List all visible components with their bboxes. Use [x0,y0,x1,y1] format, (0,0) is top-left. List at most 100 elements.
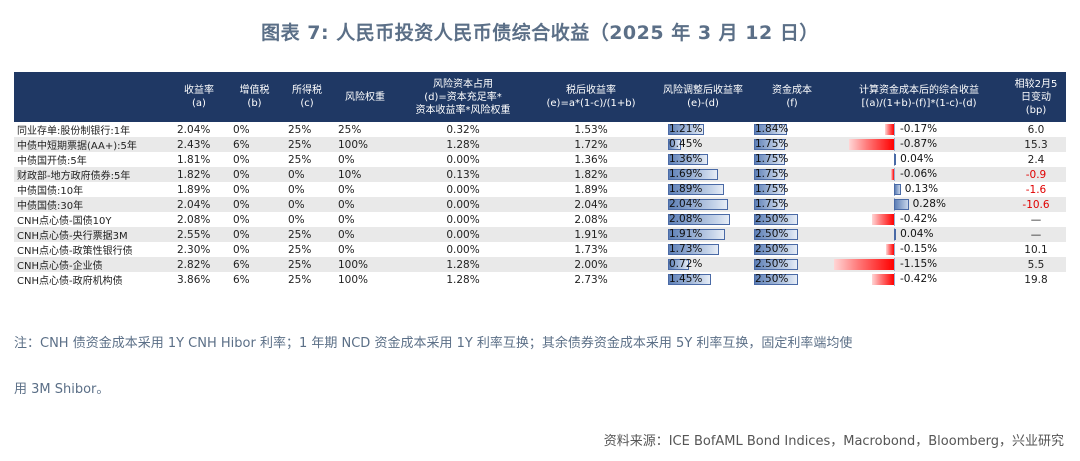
after-tax-cell: 1.82% [528,167,654,182]
vat-cell: 0% [227,212,282,227]
net-return-bar [885,124,894,135]
funding-cost-bar [754,139,786,150]
yield-cell: 1.89% [171,182,227,197]
source-text: 资料来源：ICE BofAML Bond Indices，Macrobond，B… [603,434,1064,449]
capital-cost-cell: 0.00% [398,197,528,212]
funding-cost-bar [754,184,786,195]
income-tax-cell: 0% [282,182,332,197]
capital-cost-cell: 0.00% [398,227,528,242]
risk-adjusted-label: 1.89% [669,183,703,195]
net-return-cell: -0.06% [832,167,1006,182]
bond-name-cell: CNH点心债-国债10Y [14,212,171,227]
vat-cell: 0% [227,227,282,242]
yield-cell: 2.30% [171,242,227,257]
after-tax-cell: 1.91% [528,227,654,242]
after-tax-cell: 1.89% [528,182,654,197]
net-return-bar [886,244,894,255]
funding-cost-bar [754,259,799,270]
change-bp-cell: — [1006,212,1066,227]
funding-cost-label: 1.84% [755,123,789,135]
funding-cost-label: 2.50% [755,273,789,285]
risk-adjusted-label: 1.73% [669,243,703,255]
risk-adjusted-label: 1.91% [669,228,703,240]
income-tax-cell: 25% [282,242,332,257]
header-change-bp: 相较2月5 日变动 (bp) [1006,72,1066,122]
table-row: 同业存单:股份制银行:1年 2.04% 0% 25% 25% 0.32% 1.53% 1.21… [14,122,1066,137]
net-return-cell: -0.15% [832,242,1006,257]
net-return-cell: 0.13% [832,182,1006,197]
funding-cost-label: 2.50% [755,258,789,270]
income-tax-cell: 25% [282,272,332,287]
risk-weight-cell: 0% [332,152,398,167]
capital-cost-cell: 0.13% [398,167,528,182]
yield-cell: 2.43% [171,137,227,152]
funding-cost-cell: 2.50% [752,212,832,227]
risk-adjusted-cell: 1.89% [654,182,752,197]
yield-cell: 2.55% [171,227,227,242]
table-header-row: 收益率 (a) 增值税 (b) 所得税 (c) 风险权重 风险资本占用 (d)=资本充足… [14,72,1066,122]
net-return-label: 0.04% [900,153,934,165]
funding-cost-label: 1.75% [755,153,789,165]
risk-adjusted-bar [668,274,711,285]
income-tax-cell: 25% [282,152,332,167]
risk-adjusted-cell: 1.73% [654,242,752,257]
table-row: CNH点心债-央行票据3M 2.55% 0% 25% 0% 0.00% 1.91% 1.91%… [14,227,1066,242]
net-return-label: -0.87% [900,138,938,150]
funding-cost-cell: 2.50% [752,242,832,257]
figure-title: 图表 7: 人民币投资人民币债综合收益（2025 年 3 月 12 日） [261,22,819,44]
funding-cost-cell: 1.84% [752,122,832,137]
income-tax-cell: 25% [282,122,332,137]
risk-adjusted-bar [668,184,724,195]
net-return-axis [894,258,895,271]
funding-cost-label: 1.75% [755,138,789,150]
funding-cost-cell: 1.75% [752,137,832,152]
change-bp-cell: 15.3 [1006,137,1066,152]
funding-cost-bar [754,214,799,225]
yield-table: 收益率 (a) 增值税 (b) 所得税 (c) 风险权重 风险资本占用 (d)=资本充足… [14,72,1066,287]
yield-cell: 2.04% [171,122,227,137]
risk-weight-cell: 0% [332,242,398,257]
funding-cost-bar [754,169,786,180]
header-income-tax: 所得税 (c) [282,72,332,122]
risk-adjusted-label: 0.45% [669,138,703,150]
risk-adjusted-bar [668,199,729,210]
net-return-axis [894,123,895,136]
income-tax-cell: 0% [282,167,332,182]
risk-adjusted-bar [668,214,730,225]
risk-adjusted-bar [668,124,704,135]
capital-cost-cell: 1.28% [398,137,528,152]
table-row: CNH点心债-国债10Y 2.08% 0% 0% 0% 0.00% 2.08% 2.08% 2.… [14,212,1066,227]
change-bp-cell: 5.5 [1006,257,1066,272]
funding-cost-cell: 2.50% [752,272,832,287]
vat-cell: 0% [227,122,282,137]
net-return-cell: 0.28% [832,197,1006,212]
net-return-cell: 0.04% [832,227,1006,242]
after-tax-cell: 2.04% [528,197,654,212]
income-tax-cell: 0% [282,212,332,227]
income-tax-cell: 25% [282,257,332,272]
funding-cost-label: 1.75% [755,198,789,210]
risk-adjusted-bar [668,169,719,180]
funding-cost-bar [754,274,799,285]
bond-name-cell: CNH点心债-政府机构债 [14,272,171,287]
income-tax-cell: 25% [282,227,332,242]
risk-weight-cell: 100% [332,257,398,272]
risk-adjusted-label: 1.21% [669,123,703,135]
bond-name-cell: 同业存单:股份制银行:1年 [14,122,171,137]
net-return-cell: 0.04% [832,152,1006,167]
risk-adjusted-bar [668,244,720,255]
header-risk-weight: 风险权重 [332,72,398,122]
risk-weight-cell: 100% [332,137,398,152]
change-bp-cell: 2.4 [1006,152,1066,167]
table-row: CNH点心债-政府机构债 3.86% 6% 25% 100% 1.28% 2.73% 1.45… [14,272,1066,287]
yield-cell: 3.86% [171,272,227,287]
risk-adjusted-label: 2.04% [669,198,703,210]
capital-cost-cell: 0.00% [398,242,528,257]
funding-cost-label: 1.75% [755,168,789,180]
net-return-label: 0.04% [900,228,934,240]
footnote-line-2: 用 3M Shibor。 [14,382,110,397]
after-tax-cell: 1.73% [528,242,654,257]
net-return-label: -0.15% [900,243,938,255]
funding-cost-cell: 2.50% [752,257,832,272]
header-name [14,72,171,122]
